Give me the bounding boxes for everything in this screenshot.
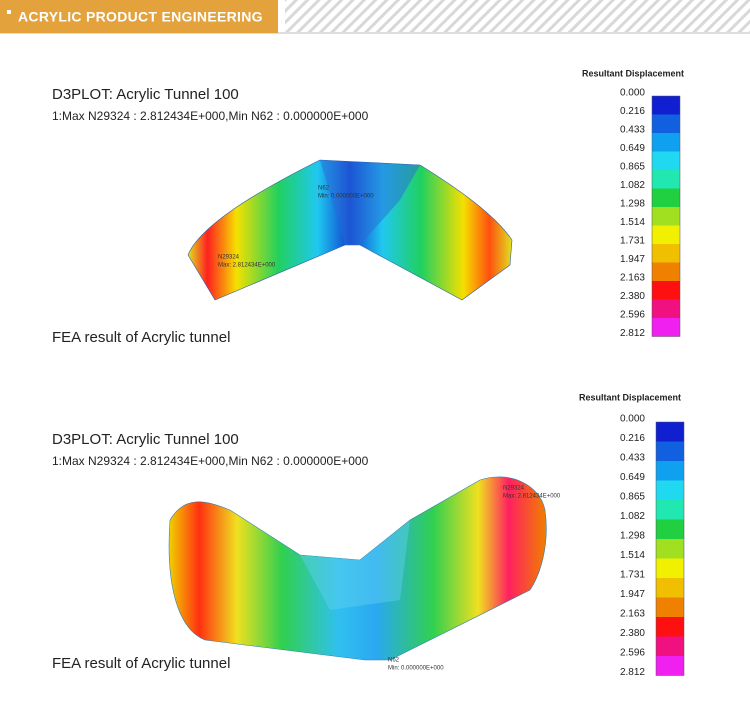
tunnel-shade [300,520,410,610]
legend-swatch [656,617,684,637]
legend-label: 1.514 [620,217,645,228]
node-value: Min: 0.000000E+000 [388,666,444,672]
node-label: N62 [388,658,400,664]
node-label: N29324 [218,255,240,261]
legend-label: 2.812 [620,667,645,678]
node-label: N29324 [503,486,525,492]
legend-label: 1.731 [620,236,645,247]
plot-subtitle: 1:Max N29324 : 2.812434E+000,Min N62 : 0… [52,454,369,468]
legend-label: 0.000 [620,88,645,99]
legend-label: 0.216 [620,433,645,444]
node-value: Min: 0.000000E+000 [318,194,374,200]
legend-swatch [652,188,680,207]
legend-label: 2.380 [620,291,645,302]
legend-swatch [652,207,680,226]
legend-label: 1.947 [620,589,645,600]
plot-subtitle: 1:Max N29324 : 2.812434E+000,Min N62 : 0… [52,109,369,123]
legend-swatch [652,96,680,115]
legend-label: 2.163 [620,273,645,284]
legend-swatch [656,422,684,442]
legend-frame [655,421,685,676]
legend-label: 2.596 [620,310,645,321]
caption: FEA result of Acrylic tunnel [52,329,230,346]
header-title: ACRYLIC PRODUCT ENGINEERING [18,9,263,25]
legend-swatch [652,299,680,318]
node-value: Max: 2.812434E+000 [218,263,276,269]
legend-swatch [656,539,684,559]
legend-swatch [652,281,680,300]
node-value: Max: 2.812434E+000 [503,494,561,500]
legend-swatch [652,262,680,281]
legend-swatch [656,636,684,656]
legend-frame [651,95,681,337]
plot-title: D3PLOT: Acrylic Tunnel 100 [52,86,239,103]
tunnel-model [168,476,547,661]
legend-label: 0.000 [620,414,645,425]
legend-label: 1.514 [620,550,645,561]
plot-title: D3PLOT: Acrylic Tunnel 100 [52,431,239,448]
legend-label: 1.298 [620,199,645,210]
legend-label: 1.082 [620,511,645,522]
legend-swatch [652,244,680,263]
legend-swatch [656,441,684,461]
legend-swatch [656,500,684,520]
legend-swatch [652,318,680,337]
legend-label: 2.380 [620,628,645,639]
legend-swatch [656,461,684,481]
legend-swatch [652,133,680,152]
legend-label: 2.163 [620,609,645,620]
legend-label: 1.731 [620,570,645,581]
legend-label: 1.082 [620,180,645,191]
legend-swatch [656,558,684,578]
tunnel-shade [320,160,420,245]
legend-label: 1.298 [620,531,645,542]
header-bullet [7,10,11,14]
legend-label: 2.596 [620,648,645,659]
legend-swatch [652,225,680,244]
header-bar [0,0,278,33]
legend-label: 0.865 [620,492,645,503]
caption: FEA result of Acrylic tunnel [52,655,230,672]
header-stripes [285,0,750,32]
legend-swatch [652,151,680,170]
legend-title: Resultant Displacement [579,392,681,402]
legend-swatch [652,114,680,133]
legend-title: Resultant Displacement [582,68,684,78]
legend-label: 0.649 [620,143,645,154]
legend-swatch [652,170,680,189]
legend-label: 0.865 [620,162,645,173]
legend-label: 2.812 [620,328,645,339]
legend-label: 0.216 [620,106,645,117]
legend-label: 1.947 [620,254,645,265]
legend-swatch [656,656,684,676]
legend-swatch [656,597,684,617]
legend-swatch [656,480,684,500]
node-label: N62 [318,186,330,192]
legend-swatch [656,519,684,539]
legend-label: 0.433 [620,125,645,136]
legend-swatch [656,578,684,598]
legend-label: 0.433 [620,453,645,464]
legend-label: 0.649 [620,472,645,483]
